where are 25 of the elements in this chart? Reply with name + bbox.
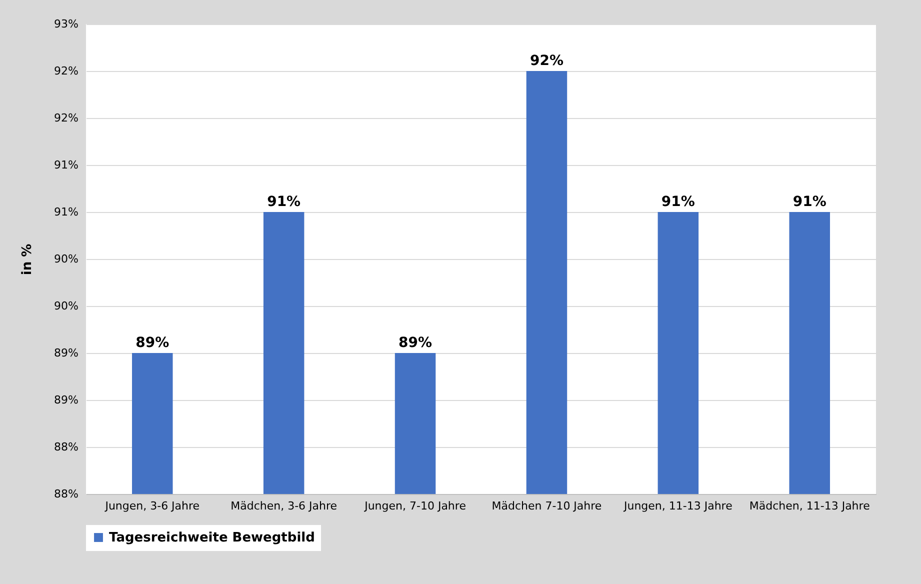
y-tick-label: 88% [54,488,78,500]
y-tick-label: 91% [54,158,78,172]
y-tick-label: 93% [54,18,78,30]
data-label: 89% [398,335,432,351]
y-tick-label: 92% [54,64,78,78]
x-tick-label: Jungen, 7-10 Jahre [364,500,466,512]
legend-label: Tagesreichweite Bewegtbild [109,530,315,546]
x-tick-label: Jungen, 3-6 Jahre [104,500,200,512]
y-tick-label: 88% [54,440,78,454]
data-label: 92% [530,53,564,69]
data-label: 89% [136,335,170,351]
data-label: 91% [792,194,826,210]
data-label: 91% [267,194,301,210]
x-tick-label: Mädchen, 3-6 Jahre [230,500,338,512]
y-tick-label: 92% [54,112,78,124]
y-tick-label: 90% [54,252,78,266]
x-tick-label: Mädchen, 11-13 Jahre [749,500,870,512]
x-tick-label: Jungen, 11-13 Jahre [622,500,733,512]
y-tick-label: 90% [54,300,78,312]
data-label: 91% [661,194,695,210]
y-tick-label: 89% [54,346,78,360]
y-axis-title: in % [20,244,36,276]
y-tick-label: 89% [54,394,78,406]
y-tick-label: 91% [54,206,78,218]
x-tick-label: Mädchen 7-10 Jahre [492,500,602,512]
